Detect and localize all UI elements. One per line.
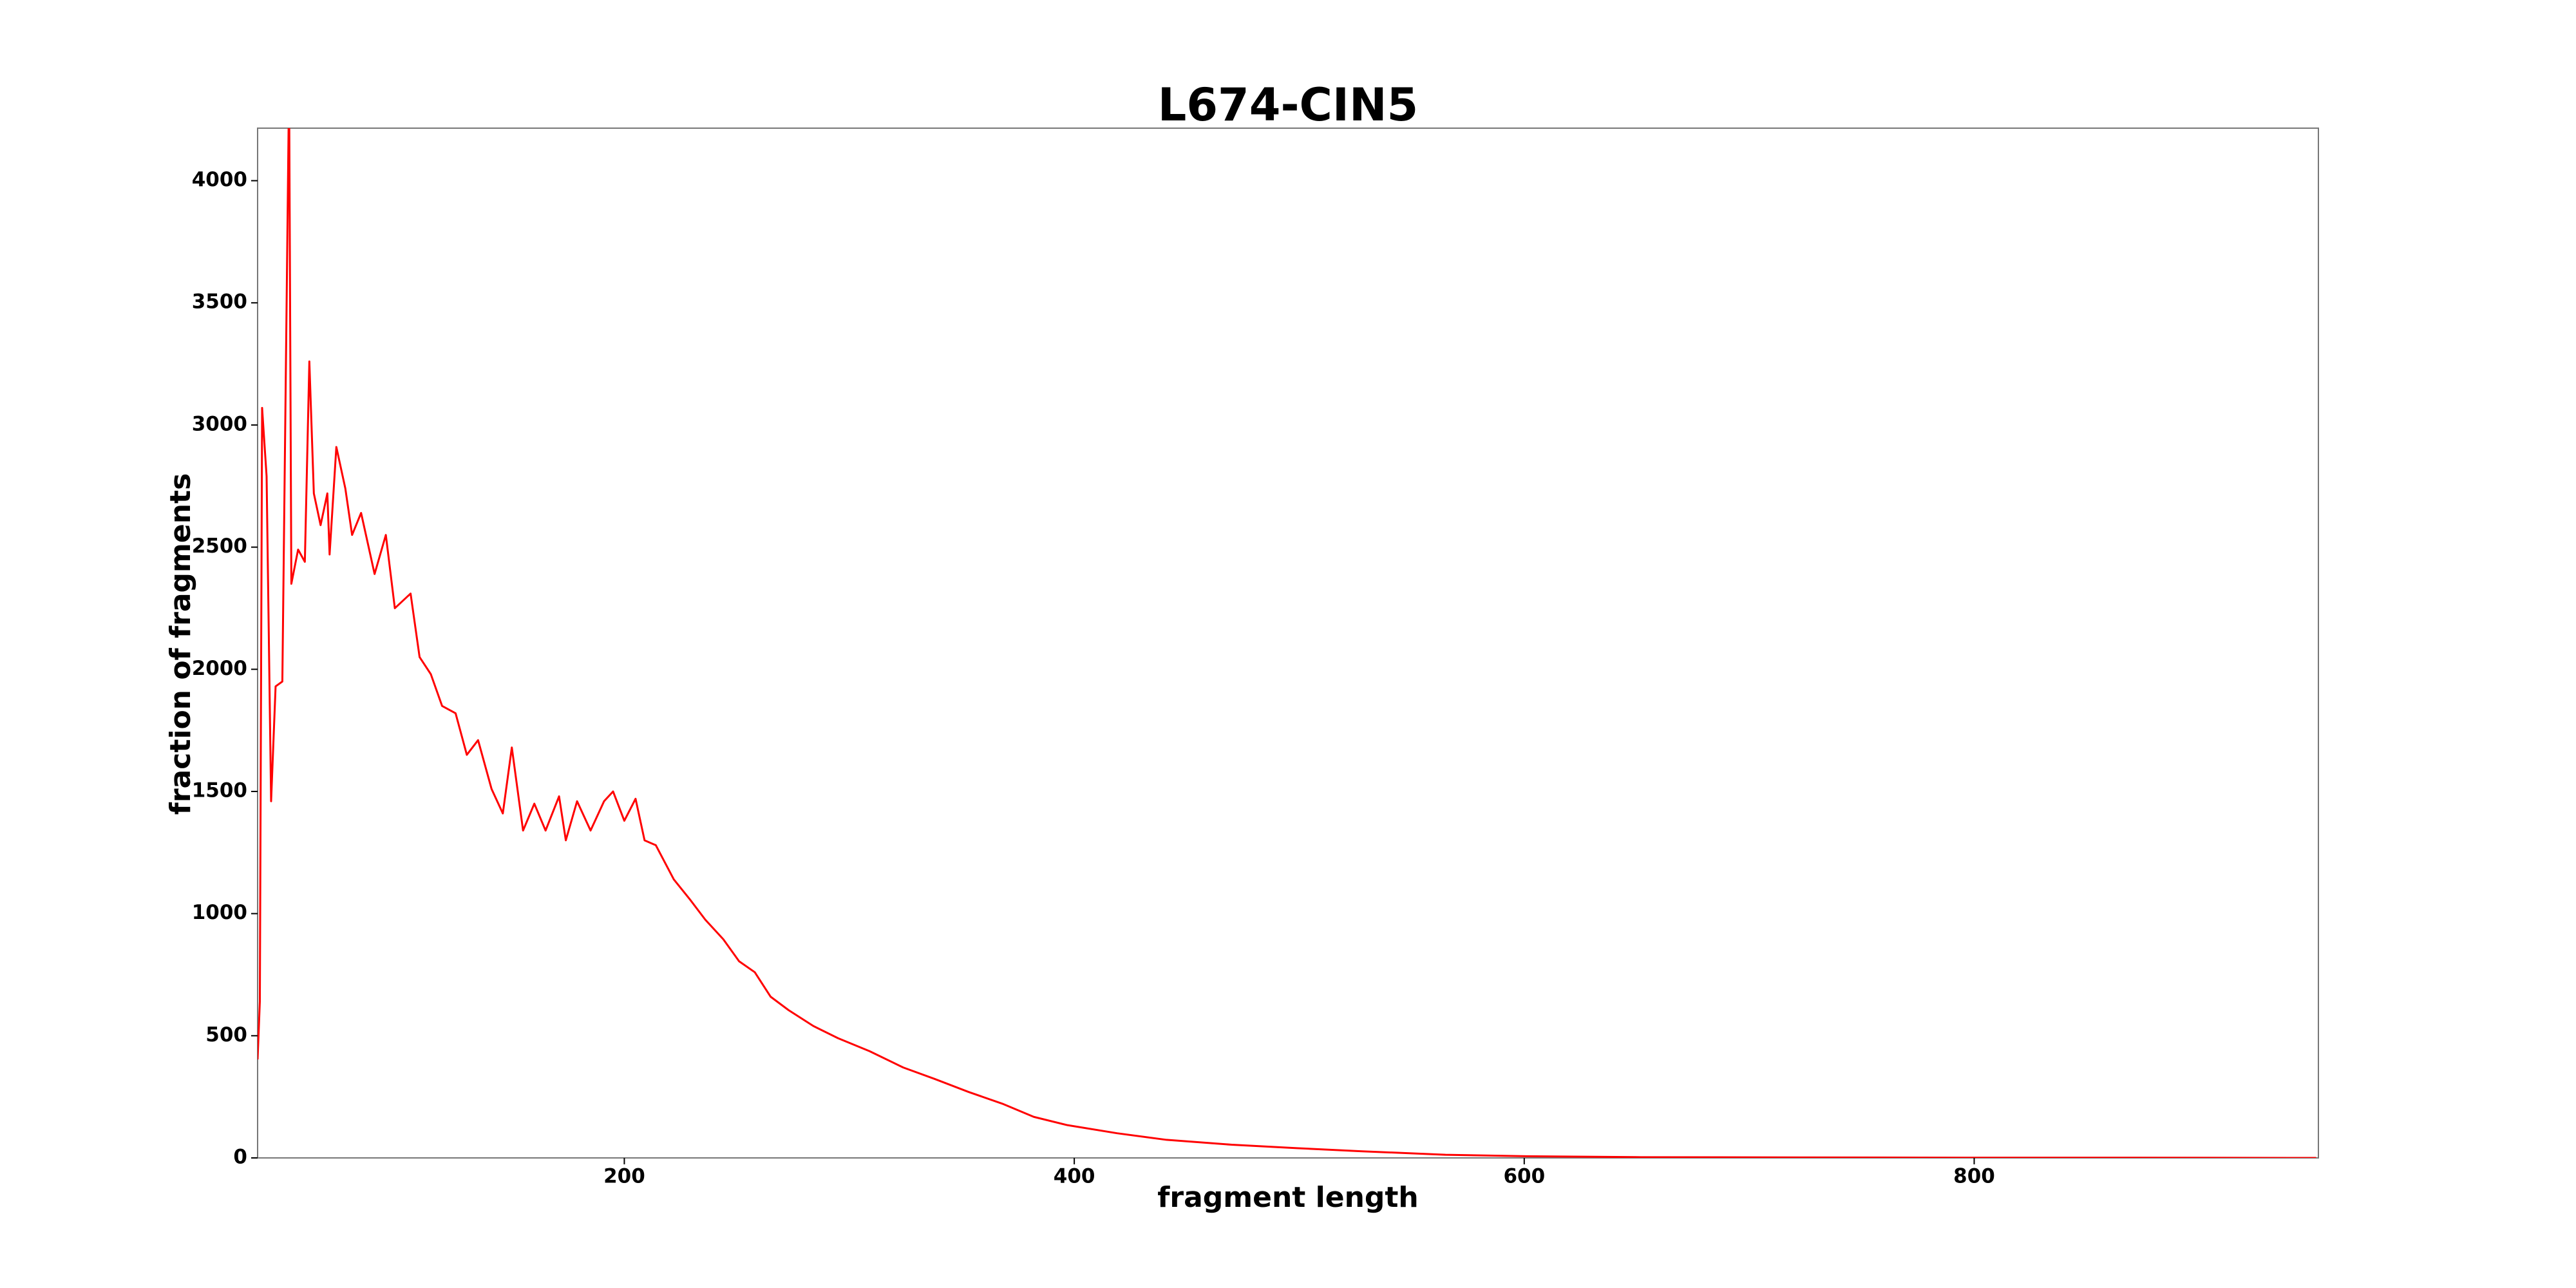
- y-tick-label: 2000: [192, 657, 247, 680]
- data-line: [258, 128, 2316, 1158]
- y-tick-label: 4000: [192, 168, 247, 191]
- plot-frame: [257, 128, 2319, 1159]
- x-axis-label: fragment length: [1157, 1181, 1419, 1214]
- x-tick-label: 600: [1503, 1165, 1545, 1188]
- y-tick-label: 500: [205, 1023, 247, 1046]
- y-axis-label: fraction of fragments: [164, 473, 197, 815]
- x-tick-label: 400: [1054, 1165, 1095, 1188]
- y-tick-label: 0: [233, 1146, 247, 1169]
- chart-title: L674-CIN5: [1158, 79, 1418, 131]
- x-tick-label: 200: [603, 1165, 645, 1188]
- y-tick-label: 1500: [192, 779, 247, 802]
- y-tick-label: 3500: [192, 290, 247, 314]
- y-tick-label: 1000: [192, 901, 247, 924]
- y-tick-label: 3000: [192, 412, 247, 435]
- y-tick-label: 2500: [192, 535, 247, 558]
- x-tick-label: 800: [1953, 1165, 1995, 1188]
